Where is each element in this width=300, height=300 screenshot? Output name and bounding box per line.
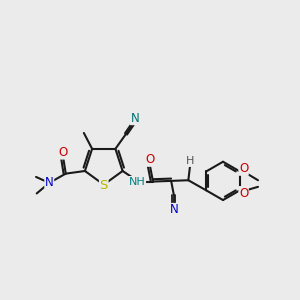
Text: N: N bbox=[130, 112, 139, 124]
Text: H: H bbox=[186, 156, 194, 167]
Text: O: O bbox=[58, 146, 68, 159]
Text: N: N bbox=[45, 176, 54, 189]
Text: N: N bbox=[169, 203, 178, 217]
Text: O: O bbox=[239, 187, 248, 200]
Text: S: S bbox=[100, 179, 108, 192]
Text: NH: NH bbox=[129, 177, 146, 187]
Text: O: O bbox=[145, 153, 154, 166]
Text: O: O bbox=[239, 162, 248, 175]
